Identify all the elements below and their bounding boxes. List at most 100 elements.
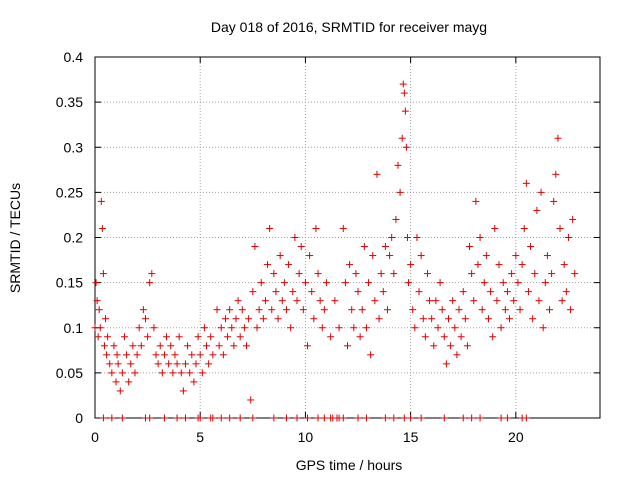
- data-point: [308, 288, 316, 296]
- data-point: [560, 261, 568, 269]
- data-point: [137, 342, 145, 350]
- data-point: [472, 197, 480, 205]
- data-point: [188, 351, 196, 359]
- data-point: [346, 261, 354, 269]
- data-point: [251, 243, 259, 251]
- data-point: [506, 315, 514, 323]
- data-point: [403, 234, 411, 241]
- data-point: [236, 333, 244, 341]
- data-point: [487, 288, 495, 296]
- data-point: [127, 360, 135, 368]
- data-point: [442, 360, 450, 368]
- data-point: [232, 315, 240, 323]
- data-point: [108, 414, 116, 422]
- x-tick-label: 15: [403, 429, 419, 445]
- data-point: [94, 333, 102, 341]
- data-point: [348, 306, 356, 314]
- data-point: [152, 351, 160, 359]
- data-point: [304, 342, 312, 350]
- data-point: [123, 351, 131, 359]
- data-point: [129, 342, 137, 350]
- data-point: [371, 297, 379, 305]
- chart-title: Day 018 of 2016, SRMTID for receiver may…: [211, 19, 487, 35]
- y-tick-label: 0.25: [56, 184, 83, 200]
- data-point: [118, 414, 126, 422]
- data-point: [181, 360, 189, 368]
- data-point: [169, 369, 177, 377]
- data-point: [268, 306, 276, 314]
- data-point: [198, 369, 206, 377]
- data-point: [320, 414, 328, 422]
- data-point: [447, 342, 455, 350]
- data-point: [99, 270, 107, 278]
- data-point: [365, 279, 373, 287]
- data-point: [449, 297, 457, 305]
- data-point: [93, 297, 101, 305]
- data-point: [476, 414, 484, 422]
- data-point: [253, 324, 261, 332]
- data-point: [276, 252, 284, 260]
- data-point: [293, 297, 301, 305]
- data-point: [417, 414, 425, 422]
- data-point: [466, 243, 474, 251]
- y-axis-label: SRMTID / TECUs: [7, 183, 23, 293]
- y-tick-labels: 0 0.05 0.1 0.15 0.2 0.25 0.3 0.35 0.4: [56, 49, 83, 426]
- data-point: [362, 414, 370, 422]
- data-point: [461, 315, 469, 323]
- data-point: [335, 324, 343, 332]
- data-point: [459, 414, 467, 422]
- data-point: [480, 279, 488, 287]
- data-point: [493, 297, 501, 305]
- data-point: [407, 414, 415, 422]
- data-point: [226, 306, 234, 314]
- data-point: [98, 224, 106, 232]
- data-point: [352, 270, 360, 278]
- data-point: [255, 306, 263, 314]
- data-point: [529, 315, 537, 323]
- data-point: [285, 261, 293, 269]
- data-point: [312, 224, 320, 232]
- data-point: [463, 342, 471, 350]
- data-point: [238, 306, 246, 314]
- data-point: [112, 378, 120, 386]
- data-point: [245, 315, 253, 323]
- data-point: [514, 279, 522, 287]
- data-point: [320, 306, 328, 314]
- data-point: [569, 215, 577, 223]
- data-point: [249, 288, 257, 296]
- data-point: [142, 315, 149, 323]
- data-point: [516, 306, 524, 314]
- data-point: [299, 306, 307, 314]
- data-point: [482, 252, 490, 260]
- data-point: [327, 333, 335, 341]
- data-point: [209, 351, 217, 359]
- data-point: [274, 315, 282, 323]
- data-point: [438, 306, 446, 314]
- data-point: [289, 288, 297, 296]
- data-point: [533, 206, 541, 214]
- data-point: [564, 234, 572, 241]
- data-point: [95, 306, 103, 314]
- data-point: [295, 270, 303, 278]
- data-point: [453, 351, 461, 359]
- data-point: [226, 414, 234, 422]
- data-point: [131, 369, 139, 377]
- data-point: [405, 279, 413, 287]
- data-point: [476, 234, 484, 241]
- data-point: [358, 306, 366, 314]
- data-point: [103, 351, 111, 359]
- data-point: [249, 414, 257, 422]
- data-point: [120, 333, 128, 341]
- data-point: [455, 306, 463, 314]
- data-point: [234, 297, 242, 305]
- y-tick-label: 0.15: [56, 275, 83, 291]
- data-point: [468, 414, 476, 422]
- data-point: [535, 297, 543, 305]
- y-tick-label: 0.1: [64, 320, 84, 336]
- data-point: [432, 297, 440, 305]
- data-point: [354, 414, 362, 422]
- data-point: [196, 414, 204, 422]
- data-point: [106, 360, 114, 368]
- data-point: [562, 288, 570, 296]
